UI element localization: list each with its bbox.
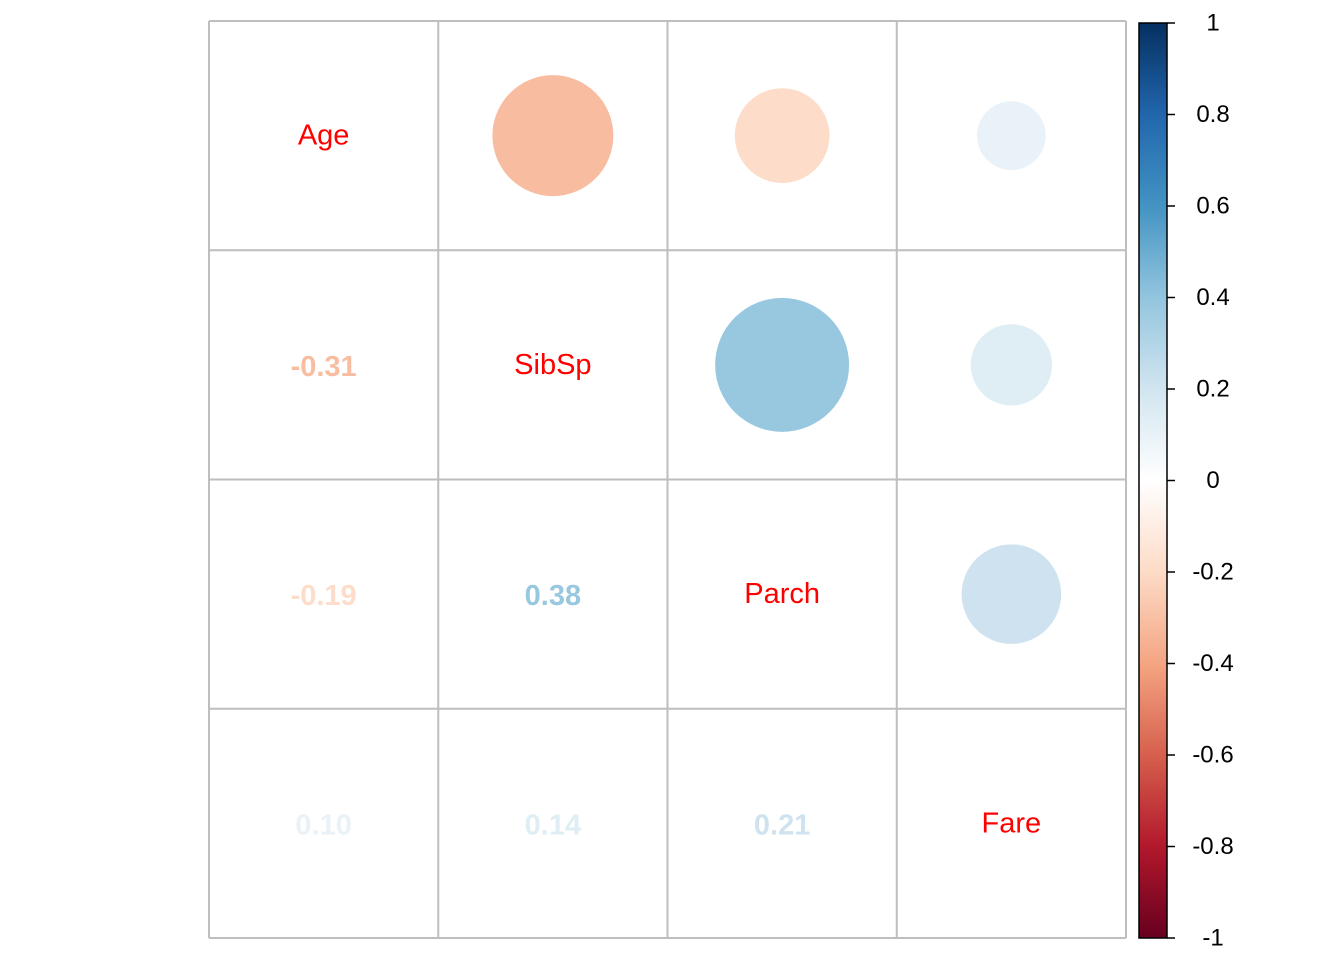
colorbar-tick-label: 0 bbox=[1206, 467, 1219, 494]
correlation-value-sibsp-age: -0.31 bbox=[291, 351, 357, 383]
variable-label-age: Age bbox=[298, 120, 350, 152]
correlation-value-fare-sibsp: 0.14 bbox=[525, 809, 581, 841]
correlation-value-parch-age: -0.19 bbox=[291, 580, 357, 612]
colorbar-tick-label: -0.2 bbox=[1192, 559, 1233, 586]
colorbar-tick-label: 1 bbox=[1206, 10, 1219, 37]
correlation-value-parch-sibsp: 0.38 bbox=[525, 580, 581, 612]
colorbar-tick-label: -0.8 bbox=[1192, 833, 1233, 860]
colorbar-tick-label: 0.2 bbox=[1196, 376, 1229, 403]
correlation-circle-parch-fare bbox=[961, 544, 1062, 644]
colorbar-tick-label: -0.4 bbox=[1192, 650, 1233, 677]
correlation-circle-sibsp-parch bbox=[715, 297, 850, 432]
variable-label-parch: Parch bbox=[744, 578, 820, 610]
colorbar: 1 0.8 0.6 0.4 0.2 0 -0.2 -0.4 -0.6 -0.8 -1 bbox=[1138, 10, 1234, 952]
correlation-value-fare-parch: 0.21 bbox=[754, 809, 810, 841]
colorbar-scale bbox=[1138, 22, 1168, 939]
colorbar-tick-label: 0.4 bbox=[1196, 284, 1229, 311]
correlation-circle-age-parch bbox=[734, 88, 830, 183]
matrix-cells: Age SibSp Parch Fare -0.31 -0.19 0.38 0.10 0.14 0… bbox=[291, 75, 1062, 841]
colorbar-tick-label: 0.6 bbox=[1196, 193, 1229, 220]
variable-label-sibsp: SibSp bbox=[514, 349, 591, 381]
correlation-circle-age-fare bbox=[977, 101, 1046, 170]
matrix-grid bbox=[208, 20, 1127, 939]
colorbar-tick-label: -0.6 bbox=[1192, 742, 1233, 769]
correlation-value-fare-age: 0.10 bbox=[295, 809, 351, 841]
colorbar-tick-label: -1 bbox=[1202, 925, 1223, 952]
correlation-circle-age-sibsp bbox=[492, 75, 614, 197]
colorbar-tick-label: 0.8 bbox=[1196, 101, 1229, 128]
variable-label-fare: Fare bbox=[982, 807, 1042, 839]
correlation-circle-sibsp-fare bbox=[970, 324, 1053, 406]
